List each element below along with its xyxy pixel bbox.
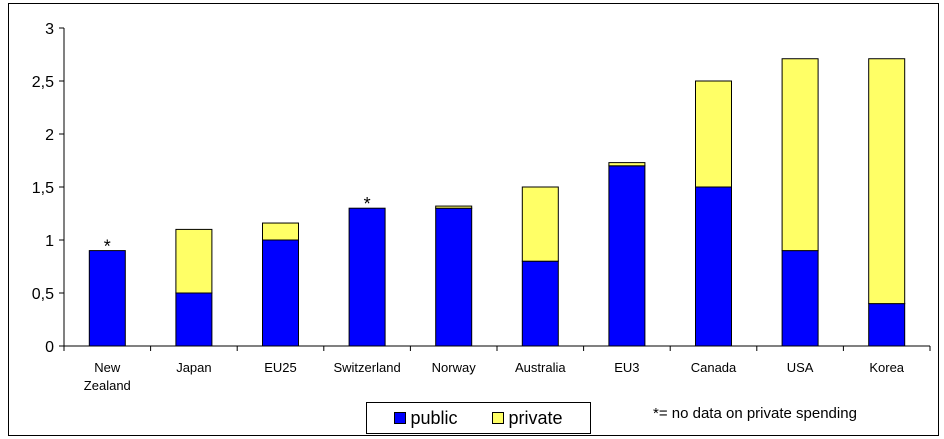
x-category-label: Norway [432, 360, 477, 375]
x-category-label: Canada [691, 360, 737, 375]
legend: public private [366, 402, 591, 434]
bar-public [88, 250, 126, 347]
bar-public [781, 250, 819, 347]
x-axis: New Zealand Japan EU25 Switzerland Norway Aust… [63, 345, 931, 393]
bar-public [695, 186, 732, 347]
y-tick-label: 0,5 [32, 286, 54, 303]
x-category-label: Australia [515, 360, 566, 375]
bar-chart: 0 0,5 1 1,5 2 2,5 3 New Zealand Japan EU25 Switzer… [32, 21, 931, 393]
bar-public [608, 165, 646, 347]
bar-private [868, 58, 906, 305]
bar-private [435, 205, 473, 209]
annotation-asterisk: * [104, 237, 111, 257]
annotations: ** [104, 194, 371, 256]
y-tick-label: 2 [45, 127, 54, 144]
legend-swatch-public [394, 412, 407, 424]
x-category-label: EU3 [614, 360, 639, 375]
legend-item-public: public [394, 407, 458, 429]
bar-public [435, 207, 473, 347]
y-tick-label: 3 [45, 21, 54, 38]
bar-private [695, 80, 732, 188]
x-category-label: Switzerland [333, 360, 400, 375]
bar-private [521, 186, 559, 262]
bars [88, 58, 906, 347]
bar-private [262, 222, 299, 241]
legend-label-private: private [508, 407, 563, 428]
y-tick-label: 1,5 [32, 180, 54, 197]
bar-private [781, 58, 819, 252]
y-tick-label: 1 [45, 233, 54, 250]
footnote: *= no data on private spending [653, 405, 857, 422]
legend-item-private: private [492, 407, 563, 429]
bar-private [175, 228, 213, 294]
y-axis: 0 0,5 1 1,5 2 2,5 3 [32, 21, 65, 356]
x-category-label: New Zealand [84, 360, 131, 393]
y-tick-label: 2,5 [32, 74, 54, 91]
bar-public [348, 207, 386, 347]
x-category-label: EU25 [264, 360, 297, 375]
x-category-label: Japan [176, 360, 211, 375]
bar-public [521, 260, 559, 347]
y-tick-label: 0 [45, 339, 54, 356]
chart-frame [8, 3, 939, 436]
bar-public [868, 303, 906, 347]
annotation-asterisk: * [364, 194, 371, 214]
bar-public [175, 292, 213, 347]
legend-label-public: public [410, 407, 458, 428]
x-category-label: USA [787, 360, 814, 375]
x-category-label: Korea [869, 360, 904, 375]
bar-public [262, 239, 299, 347]
legend-swatch-private [492, 412, 505, 424]
bar-private [608, 162, 646, 167]
